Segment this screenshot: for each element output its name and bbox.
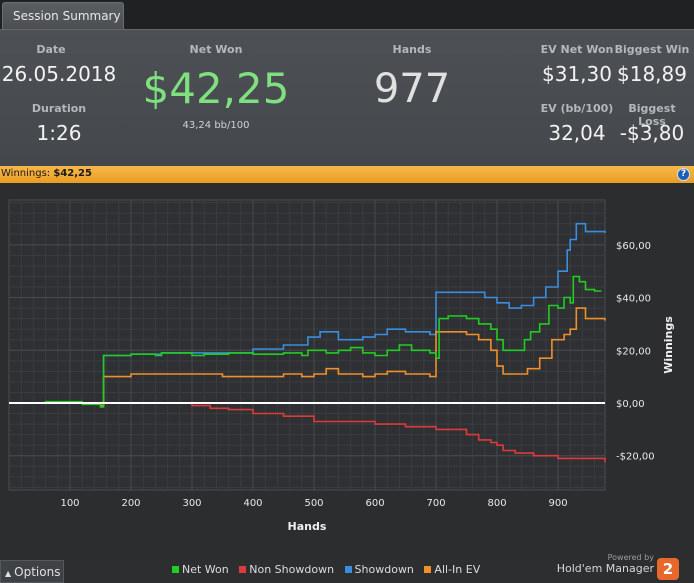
winnings-chart: 100 200 300 400 500 600 700 800 900 -$20,00 $0,00… — [8, 199, 675, 533]
biggest-win-value: $18,89 — [617, 62, 687, 86]
x-axis-label: Hands — [288, 520, 327, 533]
legend-item-net-won[interactable]: Net Won — [172, 563, 229, 576]
legend-label: All-In EV — [434, 563, 481, 576]
bb-per-100-value: 43,24 bb/100 — [182, 120, 250, 131]
y-tick-label: $0,00 — [616, 399, 645, 410]
biggest-loss-label: Biggest Loss — [628, 102, 676, 128]
ev-net-won-label: EV Net Won — [540, 43, 614, 56]
legend-swatch — [239, 566, 247, 573]
series-line-net-won — [9, 275, 602, 408]
legend-item-allin-ev[interactable]: All-In EV — [424, 563, 480, 576]
y-tick-label: $20,00 — [616, 346, 651, 357]
y-axis-ticks: -$20,00 $0,00 $20,00 $40,00 $60,00 — [616, 241, 655, 463]
x-tick-label: 900 — [548, 498, 567, 509]
y-tick-label: $40,00 — [616, 294, 651, 305]
x-axis-ticks: 100 200 300 400 500 600 700 800 900 — [60, 498, 567, 509]
chart-legend: Net Won Non Showdown Showdown All-In EV — [172, 563, 487, 576]
biggest-win-label: Biggest Win — [614, 43, 690, 56]
winnings-label: Winnings: — [1, 168, 51, 179]
help-icon[interactable]: ? — [677, 168, 690, 181]
hm2-logo-icon: 2 — [657, 558, 679, 580]
y-tick-label: $60,00 — [616, 241, 651, 252]
x-tick-label: 200 — [121, 498, 140, 509]
biggest-loss-value: -$3,80 — [619, 121, 685, 145]
duration-value: 1:26 — [36, 121, 82, 145]
legend-label: Net Won — [182, 563, 229, 576]
date-value: 26.05.2018 — [1, 62, 117, 86]
winnings-bar: Winnings: $42,25 ? — [0, 166, 694, 183]
x-tick-label: 400 — [243, 498, 262, 509]
tab-strip: Session Summary — [0, 0, 694, 30]
legend-label: Non Showdown — [249, 563, 335, 576]
series-lines — [9, 222, 606, 463]
y-axis-label: Winnings — [662, 316, 675, 374]
powered-by-text: Powered by — [607, 553, 654, 562]
x-tick-label: 700 — [426, 498, 445, 509]
x-tick-label: 300 — [182, 498, 201, 509]
winnings-value: $42,25 — [53, 168, 92, 179]
series-line-showdown — [9, 222, 606, 404]
footer: ▲ Options Net Won Non Showdown Showdown A… — [0, 553, 694, 583]
x-tick-label: 600 — [365, 498, 384, 509]
ev-bb-value: 32,04 — [548, 121, 606, 145]
series-line-all-in-ev — [9, 307, 606, 407]
legend-swatch — [424, 566, 432, 573]
x-tick-label: 800 — [487, 498, 506, 509]
x-tick-label: 100 — [60, 498, 79, 509]
series-line-non-showdown — [9, 402, 606, 463]
options-label: Options — [14, 565, 61, 579]
duration-label: Duration — [31, 102, 87, 115]
legend-swatch — [172, 566, 179, 573]
date-label: Date — [36, 43, 66, 56]
tab-session-summary[interactable]: Session Summary — [2, 2, 124, 30]
y-tick-label: -$20,00 — [616, 452, 655, 463]
grid-lines — [9, 200, 605, 490]
ev-net-won-value: $31,30 — [542, 62, 612, 86]
brand-name: Hold'em Manager — [556, 562, 654, 575]
x-tick-label: 500 — [304, 498, 323, 509]
legend-label: Showdown — [354, 563, 414, 576]
hands-value: 977 — [373, 66, 451, 112]
hands-label: Hands — [392, 43, 432, 56]
legend-item-showdown[interactable]: Showdown — [344, 563, 414, 576]
chevron-up-icon: ▲ — [5, 569, 12, 578]
options-button[interactable]: ▲ Options — [0, 560, 64, 583]
chart-area: 100 200 300 400 500 600 700 800 900 -$20,00 $0,00… — [0, 183, 694, 560]
summary-panel: Date 26.05.2018 Duration 1:26 Net Won $4… — [0, 29, 694, 166]
legend-swatch — [344, 566, 352, 573]
legend-item-non-showdown[interactable]: Non Showdown — [239, 563, 334, 576]
ev-bb-label: EV (bb/100) — [540, 102, 614, 115]
net-won-label: Net Won — [189, 43, 243, 56]
net-won-value: $42,25 — [142, 64, 290, 113]
